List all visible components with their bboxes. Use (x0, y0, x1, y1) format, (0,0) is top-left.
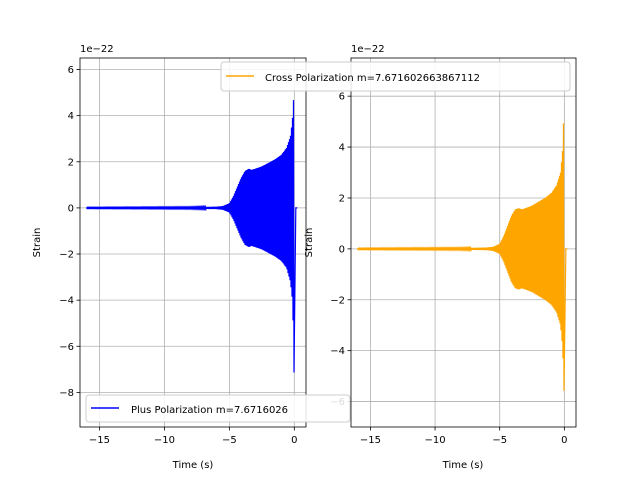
plus-xtick-label: −5 (222, 435, 237, 446)
cross-ytick-label: 0 (339, 244, 345, 255)
plus-xtick-label: −15 (89, 435, 110, 446)
cross-ytick-label: 2 (339, 193, 345, 204)
plus-ytick-label: −4 (59, 296, 74, 307)
cross-plot-offset-text: 1e−22 (351, 44, 385, 55)
cross-polarization-line (356, 123, 568, 391)
cross-ytick-label: −4 (330, 346, 345, 357)
cross-legend-box (220, 61, 571, 92)
cross-ytick-label: 4 (339, 143, 345, 154)
plus-xtick-label: 0 (291, 435, 297, 446)
plus-ytick-label: −6 (59, 342, 74, 353)
plus-ytick-label: 4 (68, 111, 74, 122)
cross-legend-label: Cross Polarization m=7.671602663867112 (265, 73, 480, 84)
plus-polarization-line (85, 100, 298, 373)
plus-plot-ticks: −15 −10 −5 0 −8 −6 −4 −2 0 2 4 6 (59, 65, 297, 446)
plus-plot-legend: Plus Polarization m=7.6716026 (85, 394, 351, 423)
plus-legend-label: Plus Polarization m=7.6716026 (131, 405, 288, 416)
cross-plot-xlabel: Time (s) (442, 460, 484, 471)
cross-xtick-label: 0 (561, 435, 567, 446)
plus-legend-box (85, 394, 351, 423)
plus-plot-frame (79, 57, 307, 428)
plus-xtick-label: −10 (154, 435, 175, 446)
cross-plot-series (356, 123, 568, 391)
plus-ytick-label: 0 (68, 203, 74, 214)
plus-ytick-label: −2 (59, 250, 74, 261)
cross-ytick-label: −2 (330, 295, 345, 306)
plus-plot-xlabel: Time (s) (172, 460, 214, 471)
plus-plot-series (85, 100, 298, 373)
cross-xtick-label: −10 (424, 435, 445, 446)
plus-plot-ylabel: Strain (32, 228, 43, 258)
cross-plot-ylabel: Strain (304, 228, 315, 258)
plus-plot-offset-text: 1e−22 (80, 44, 114, 55)
cross-plot-grid (351, 58, 576, 427)
cross-xtick-label: −5 (492, 435, 507, 446)
cross-ytick-label: 6 (339, 92, 345, 103)
cross-xtick-label: −15 (360, 435, 381, 446)
plus-ytick-label: −8 (59, 388, 74, 399)
plus-polarization-plot: −15 −10 −5 0 −8 −6 −4 −2 0 2 4 6 1e−22 Time (s) Str… (32, 44, 307, 471)
plus-ytick-label: 6 (68, 65, 74, 76)
cross-plot-legend: Cross Polarization m=7.671602663867112 (220, 61, 571, 92)
plus-ytick-label: 2 (68, 157, 74, 168)
cross-plot-frame (350, 57, 577, 428)
